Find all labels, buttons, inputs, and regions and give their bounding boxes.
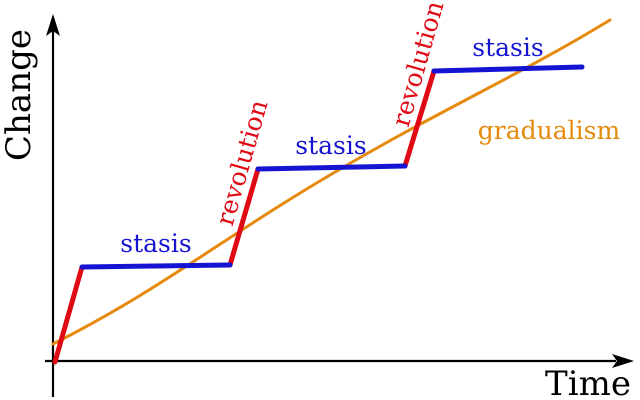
revolution-segment: [227, 166, 261, 268]
revolution-label: revolution: [210, 97, 273, 229]
stasis-segment: [255, 163, 408, 172]
stasis-label: stasis: [120, 229, 191, 258]
stasis-label: stasis: [295, 131, 366, 160]
y-axis-arrowhead: [46, 14, 60, 36]
axes: [45, 14, 634, 397]
y-axis-label: Change: [0, 29, 39, 161]
stasis-segment: [431, 64, 585, 74]
revolution-segment: [402, 68, 437, 169]
stasis-segment: [79, 262, 233, 270]
revolution-segments: [52, 68, 437, 365]
stasis-segments: [79, 64, 585, 270]
x-axis-label: Time: [545, 364, 631, 400]
revolution-segment: [52, 264, 85, 365]
x-axis-arrowhead: [612, 354, 634, 368]
revolution-label: revolution: [386, 0, 449, 130]
gradualism-label: gradualism: [478, 116, 621, 145]
stasis-label: stasis: [472, 33, 543, 62]
